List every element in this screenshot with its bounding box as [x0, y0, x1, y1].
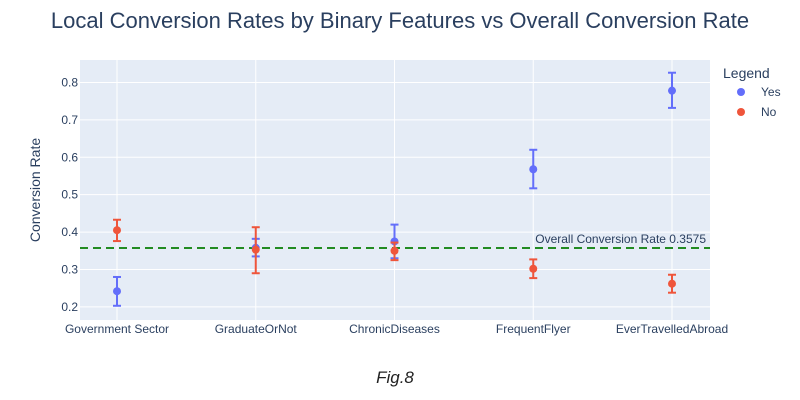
x-tick-labels: Government Sector GraduateOrNot ChronicDis… [65, 322, 728, 336]
x-tick-label: ChronicDiseases [349, 322, 440, 336]
data-points [113, 71, 676, 307]
chart: 0.20.30.40.50.60.70.8 Government Sector G… [27, 60, 781, 336]
chart-title: Local Conversion Rates by Binary Feature… [50, 8, 750, 33]
series-no-point [251, 245, 260, 254]
series-no-point [113, 226, 121, 235]
series-yes-point [113, 287, 121, 296]
x-tick-label: FrequentFlyer [496, 322, 571, 336]
y-tick-label: 0.8 [61, 75, 78, 89]
series-no-point [668, 279, 676, 288]
legend-item-no-label: No [761, 105, 777, 119]
legend-title: Legend [723, 65, 770, 81]
x-tick-label: EverTravelledAbroad [616, 322, 728, 336]
series-no-point [529, 264, 538, 273]
x-tick-label: GraduateOrNot [215, 322, 298, 336]
y-tick-label: 0.6 [61, 150, 78, 164]
legend-item-yes-marker [737, 88, 745, 96]
x-tick-label: Government Sector [65, 322, 169, 336]
y-tick-label: 0.2 [61, 300, 78, 314]
y-axis-label: Conversion Rate [27, 138, 43, 242]
series-yes-point [529, 165, 538, 174]
figure-caption: Fig.8 [376, 368, 414, 387]
overall-rate-label: Overall Conversion Rate 0.3575 [535, 232, 706, 246]
legend-item-no-marker [737, 108, 745, 116]
y-tick-label: 0.4 [61, 225, 78, 239]
series-no [113, 218, 676, 294]
y-tick-label: 0.3 [61, 262, 78, 276]
y-tick-label: 0.5 [61, 188, 78, 202]
legend: Legend Yes No [723, 65, 781, 119]
series-yes-point [668, 86, 676, 95]
y-tick-labels: 0.2 0.3 0.4 0.5 0.6 0.7 0.8 [61, 75, 78, 313]
y-tick-label: 0.7 [61, 113, 78, 127]
series-no-point [390, 246, 399, 255]
legend-item-yes-label: Yes [761, 85, 781, 99]
